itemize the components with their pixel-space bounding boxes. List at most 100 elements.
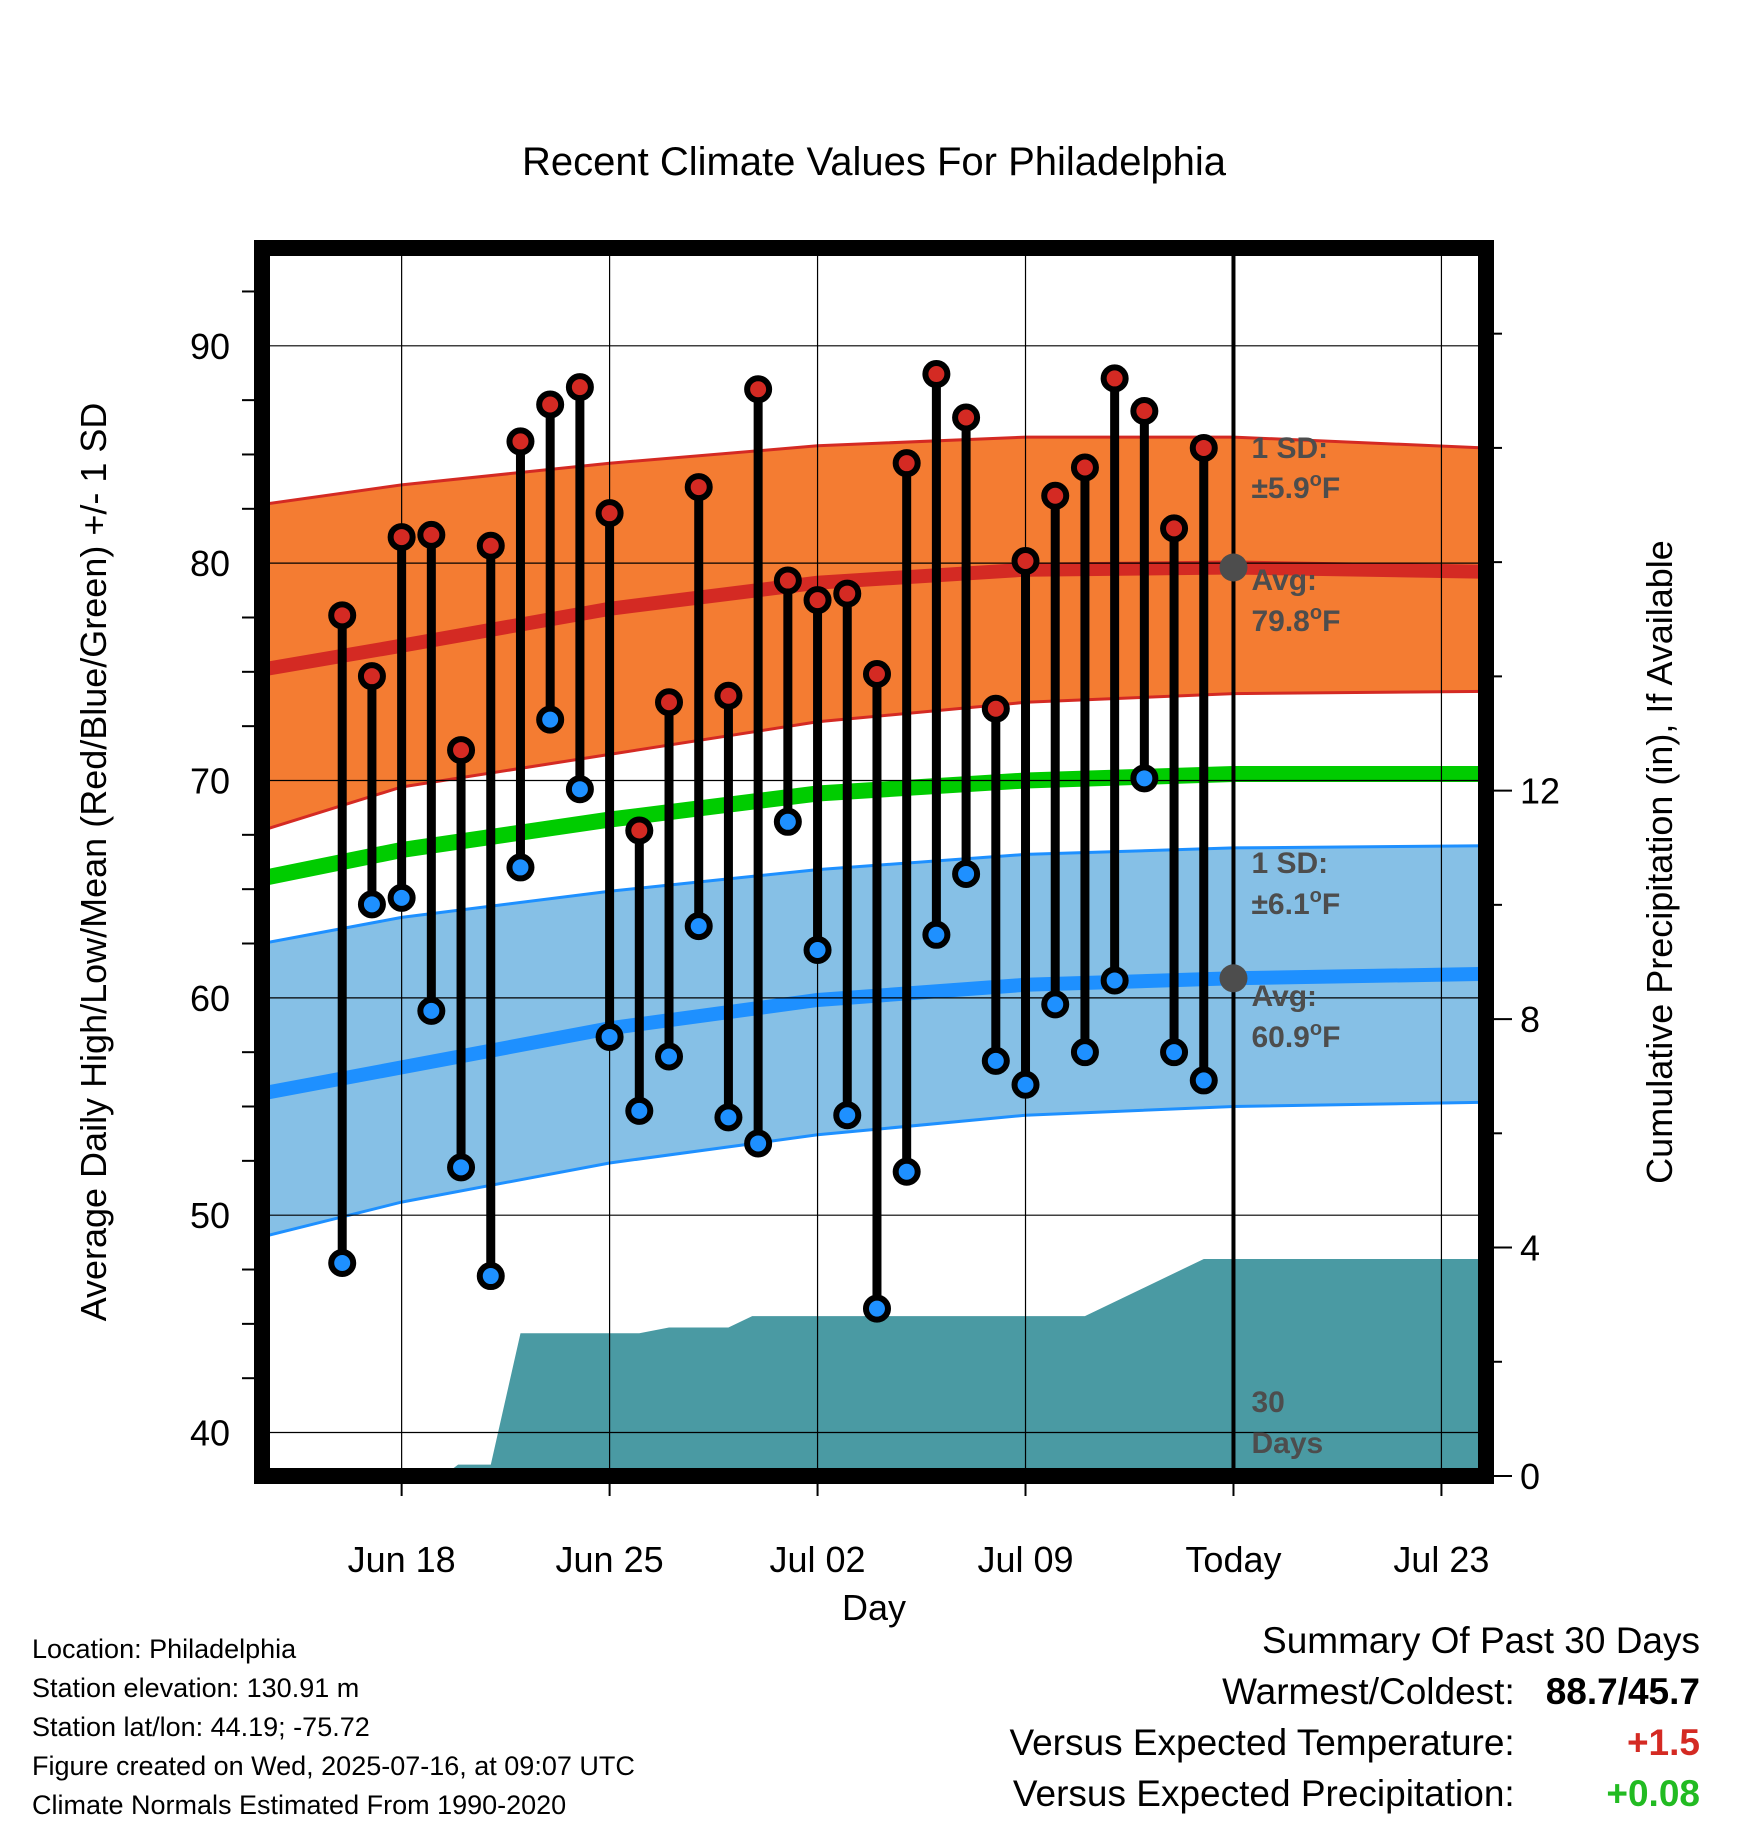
daily-low-point [1130,764,1159,793]
temp-value: +1.5 [1626,1722,1700,1763]
daily-low-point [476,1262,505,1291]
daily-high-point [655,688,684,717]
x-axis-label: Day [842,1587,906,1628]
daily-high-point [328,601,357,630]
daily-high-point [922,360,951,389]
y2-tick-label: 0 [1520,1456,1540,1497]
high-sd-value: ±5.9oF [1251,469,1340,505]
y2-tick-label: 4 [1520,1228,1540,1269]
precip-area [262,1259,1486,1476]
daily-high-point [1100,364,1129,393]
x-tick-label: Jul 23 [1393,1539,1489,1580]
daily-low-point [833,1101,862,1130]
daily-high-point [447,736,476,765]
daily-high-point [1011,546,1040,575]
daily-high-point [417,520,446,549]
x-tick-label: Jul 02 [770,1539,866,1580]
daily-low-point [565,775,594,804]
precip-value: +0.08 [1606,1773,1700,1814]
x-tick-label: Jun 25 [556,1539,664,1580]
warmest-coldest-label: Warmest/Coldest: [1222,1671,1515,1712]
daily-high-point [952,403,981,432]
daily-high-point [833,579,862,608]
y-tick-label: 50 [190,1195,230,1236]
warmest-coldest-value: 88.7/45.7 [1545,1671,1700,1712]
daily-high-point [1070,453,1099,482]
daily-low-point [417,996,446,1025]
high-avg-value: 79.8oF [1251,602,1340,638]
daily-low-point [1160,1038,1189,1067]
daily-low-point [1041,990,1070,1019]
daily-high-point [773,566,802,595]
daily-low-point [1189,1066,1218,1095]
daily-high-point [476,531,505,560]
daily-low-point [1011,1070,1040,1099]
normals-text: Climate Normals Estimated From 1990-2020 [32,1790,567,1820]
precip-label: Versus Expected Precipitation: [1012,1773,1515,1814]
daily-low-point [862,1294,891,1323]
x-tick-label: Today [1185,1539,1281,1580]
daily-low-point [981,1046,1010,1075]
daily-low-point [892,1157,921,1186]
daily-low-point [536,705,565,734]
daily-high-point [357,662,386,691]
daily-high-point [1189,433,1218,462]
daily-high-point [506,427,535,456]
daily-high-point [684,473,713,502]
daily-high-point [1041,481,1070,510]
daily-low-point [357,890,386,919]
y-tick-label: 80 [190,543,230,584]
daily-low-point [684,912,713,941]
daily-low-point [625,1096,654,1125]
elevation-text: Station elevation: 130.91 m [32,1673,360,1703]
summary-warmest-coldest: Warmest/Coldest: 88.7/45.7 [1009,1666,1700,1717]
created-text: Figure created on Wed, 2025-07-16, at 09… [32,1751,635,1781]
high-sd-label: 1 SD: [1251,432,1328,465]
daily-high-point [803,586,832,615]
daily-high-point [744,375,773,404]
days-number: 30 [1251,1386,1284,1419]
location-text: Location: Philadelphia [32,1634,297,1664]
days-label: Days [1251,1427,1323,1460]
daily-high-point [1160,514,1189,543]
plot-frame [254,240,1494,1484]
daily-high-point [536,390,565,419]
daily-high-point [1130,397,1159,426]
daily-high-point [387,523,416,552]
low-avg-marker [1219,964,1248,993]
y2-tick-label: 8 [1520,999,1540,1040]
daily-high-point [565,373,594,402]
daily-low-point [387,883,416,912]
daily-low-point [1070,1038,1099,1067]
daily-high-point [892,449,921,478]
y-tick-label: 70 [190,760,230,801]
summary-panel: Summary Of Past 30 Days Warmest/Coldest:… [1009,1615,1700,1819]
summary-temp: Versus Expected Temperature: +1.5 [1009,1717,1700,1768]
low-avg-value: 60.9oF [1251,1018,1340,1054]
y-tick-label: 60 [190,978,230,1019]
daily-low-point [655,1042,684,1071]
summary-title: Summary Of Past 30 Days [1262,1620,1700,1661]
daily-low-point [447,1153,476,1182]
low-sd-label: 1 SD: [1251,847,1328,880]
daily-low-point [506,853,535,882]
temp-label: Versus Expected Temperature: [1009,1722,1515,1763]
y-tick-label: 90 [190,326,230,367]
y2-tick-label: 12 [1520,771,1560,812]
daily-low-point [952,859,981,888]
y2-axis-label: Cumulative Precipitation (in), If Availa… [1639,540,1680,1184]
daily-high-point [714,681,743,710]
x-tick-label: Jul 09 [977,1539,1073,1580]
daily-low-point [803,936,832,965]
y-axis-label: Average Daily High/Low/Mean (Red/Blue/Gr… [73,403,114,1322]
daily-high-point [862,659,891,688]
daily-high-point [595,499,624,528]
low-sd-value: ±6.1oF [1251,885,1340,921]
high-avg-marker [1219,553,1248,582]
high-avg-label: Avg: [1251,564,1317,597]
daily-low-point [922,920,951,949]
daily-low-point [595,1022,624,1051]
y-tick-label: 40 [190,1413,230,1454]
daily-low-point [744,1129,773,1158]
